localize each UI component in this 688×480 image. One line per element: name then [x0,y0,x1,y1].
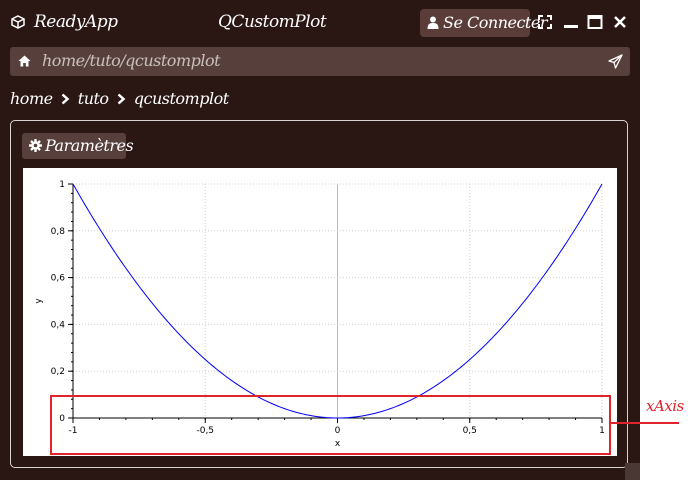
y-tick-label: 1 [59,180,65,190]
chevron-right-icon [61,93,70,104]
cube-icon [11,15,25,29]
y-axis-label: y [34,298,44,304]
callout-line [611,422,679,424]
title-bar: ReadyApp QCustomPlot Se Connecter [0,0,640,44]
breadcrumb-item-qcustomplot[interactable]: qcustomplot [133,89,229,108]
settings-button[interactable]: Paramètres [22,133,134,159]
close-icon[interactable] [612,14,628,30]
fullscreen-icon[interactable] [537,14,553,30]
home-icon[interactable] [18,55,31,67]
app-name: ReadyApp [34,12,118,32]
window-title: QCustomPlot [218,12,327,32]
curve-series [72,183,603,419]
url-input[interactable]: home/tuto/qcustomplot [42,51,221,70]
breadcrumb-item-tuto[interactable]: tuto [77,89,109,108]
settings-button-label: Paramètres [45,136,134,155]
app-window: ReadyApp QCustomPlot Se Connecter home/t… [0,0,640,480]
y-tick-label: 0,8 [51,227,66,237]
x-tick-label: 1 [599,426,605,436]
x-tick-label: 0,5 [463,426,477,436]
user-icon [427,16,439,29]
breadcrumb: home tuto qcustomplot [10,88,229,110]
y-tick-label: 0,6 [51,274,66,284]
plot-widget[interactable]: -1 -0,5 0 0,5 1 0 0,2 0,4 0,6 0,8 1 x y [23,168,617,456]
y-tick-label: 0,4 [51,320,66,330]
resize-grip[interactable] [625,463,640,480]
maximize-icon[interactable] [587,14,603,30]
y-tick-label: 0 [59,414,65,424]
x-tick-label: -0,5 [196,426,214,436]
y-tick-label: 0,2 [51,367,65,377]
x-axis-label: x [335,439,341,449]
address-bar[interactable]: home/tuto/qcustomplot [10,47,630,76]
connect-button[interactable]: Se Connecter [420,9,547,37]
x-tick-label: -1 [69,426,78,436]
content-panel [10,120,628,468]
connect-button-label: Se Connecter [443,13,547,32]
grid [72,183,603,418]
x-tick-label: 0 [335,426,341,436]
callout-label: xAxis [646,397,684,415]
line-chart[interactable]: -1 -0,5 0 0,5 1 0 0,2 0,4 0,6 0,8 1 x y [23,168,617,456]
chevron-right-icon [117,93,126,104]
send-icon[interactable] [608,54,623,69]
breadcrumb-item-home[interactable]: home [10,89,53,108]
minimize-icon[interactable] [563,14,579,30]
gear-icon [29,139,42,152]
x-axis-highlight [50,395,611,455]
